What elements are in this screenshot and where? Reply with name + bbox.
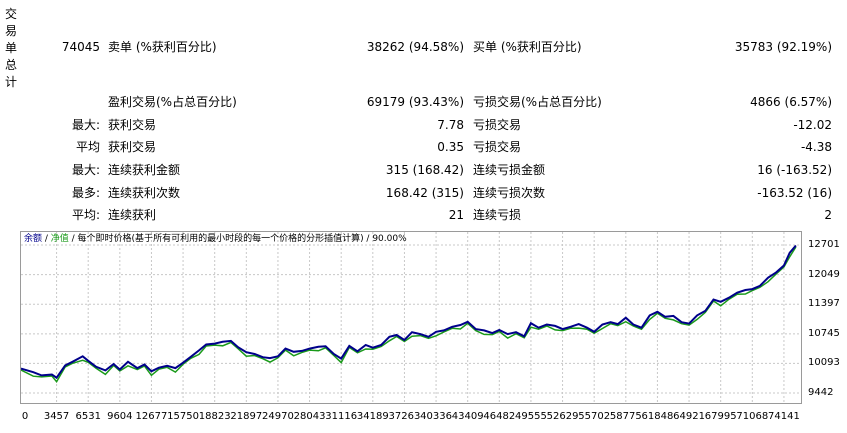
average-loss-label: 亏损交易: [473, 140, 522, 154]
largest-profit-value: 7.78: [437, 118, 464, 132]
loss-trades-value: 4866 (6.57%): [750, 95, 832, 109]
sell-trades-label: 卖单 (%获利百分比): [108, 40, 217, 54]
legend-balance: 余额: [24, 234, 43, 244]
buy-trades-value: 35783 (92.19%): [734, 40, 832, 54]
y-tick-label: 12701: [808, 239, 840, 250]
largest-loss-value: -12.02: [793, 118, 832, 132]
max-consec-count-prefix: 最多:: [71, 186, 100, 200]
loss-trades-label: 亏损交易(%占总百分比): [473, 95, 602, 109]
avg-consec-profit-value: 21: [448, 208, 464, 222]
largest-profit-label: 获利交易: [108, 118, 157, 132]
max-consec-prefix: 最大:: [71, 163, 100, 177]
x-tick-label: 6531: [75, 411, 101, 422]
x-tick-label: 71068: [736, 411, 769, 422]
y-tick-label: 10745: [808, 327, 840, 339]
x-tick-label: 21897: [230, 411, 263, 422]
x-tick-label: 55702: [578, 411, 611, 422]
x-tick-label: 46482: [483, 411, 516, 422]
x-tick-label: 37263: [388, 411, 421, 422]
chart-legend: 余额 / 净值 / 每个即时价格(基于所有可利用的最小时段的每一个价格的分形插值…: [24, 234, 407, 245]
x-tick-label: 12677: [135, 411, 168, 422]
x-tick-label: 24970: [262, 411, 294, 422]
x-tick-label: 34189: [356, 411, 389, 422]
average-profit-label: 获利交易: [108, 140, 157, 154]
average-loss-value: -4.38: [800, 140, 832, 154]
profit-trades-label: 盈利交易(%占总百分比): [108, 95, 237, 109]
max-consec-count-loss-value: -163.52 (16): [757, 186, 832, 200]
y-tick-label: 9442: [808, 387, 834, 398]
x-tick-label: 31116: [325, 411, 358, 422]
x-tick-label: 3457: [43, 411, 70, 422]
x-tick-label: 64921: [673, 411, 705, 422]
legend-separator: /: [42, 234, 51, 244]
balance-line: [21, 244, 797, 380]
buy-trades-label: 买单 (%获利百分比): [473, 40, 582, 54]
balance-equity-chart: 余额 / 净值 / 每个即时价格(基于所有可利用的最小时段的每一个价格的分形插值…: [20, 231, 802, 404]
x-tick-label: 15750: [167, 411, 199, 422]
chart-plot: [21, 232, 801, 403]
x-tick-label: 43409: [451, 411, 484, 422]
x-tick-label: 67995: [704, 411, 737, 422]
x-tick-label: 49555: [515, 411, 547, 422]
max-consec-profit-value: 315 (168.42): [385, 163, 464, 177]
y-tick-label: 12049: [808, 268, 840, 280]
max-consec-count-loss-label: 连续亏损次数: [473, 186, 546, 200]
side-label: 交易单总计: [5, 7, 18, 89]
equity-line: [21, 246, 797, 384]
avg-consec-loss-label: 连续亏损: [473, 208, 522, 222]
x-tick-label: 74141: [768, 411, 800, 422]
avg-consec-loss-value: 2: [824, 208, 832, 222]
total-trades-value: 74045: [61, 40, 100, 54]
x-tick-label: 18823: [198, 411, 231, 422]
legend-equity: 净值: [50, 234, 69, 244]
sell-trades-value: 38262 (94.58%): [366, 40, 464, 54]
x-tick-label: 52629: [546, 411, 579, 422]
y-tick-label: 11397: [808, 298, 840, 310]
legend-description: / 每个即时价格(基于所有可利用的最小时段的每一个价格的分形插值计算) / 90…: [68, 234, 407, 244]
y-tick-label: 10093: [808, 357, 840, 369]
max-consec-loss-label: 连续亏损金额: [473, 163, 546, 177]
x-tick-label: 58775: [609, 411, 642, 422]
max-consec-profit-label: 连续获利金额: [108, 163, 181, 177]
x-tick-label: 40336: [420, 411, 452, 422]
average-profit-value: 0.35: [437, 140, 464, 154]
max-consec-count-profit-value: 168.42 (315): [385, 186, 464, 200]
x-tick-label: 28043: [293, 411, 326, 422]
x-tick-label: 61848: [641, 411, 674, 422]
x-tick-label: 9604: [107, 411, 133, 422]
avg-consec-profit-label: 连续获利: [108, 208, 157, 222]
profit-trades-value: 69179 (93.43%): [366, 95, 464, 109]
largest-prefix: 最大:: [71, 118, 100, 132]
x-tick-label: 0: [21, 411, 29, 422]
average-prefix: 平均: [75, 140, 100, 154]
avg-consec-prefix: 平均:: [71, 208, 100, 222]
max-consec-loss-value: 16 (-163.52): [757, 163, 832, 177]
max-consec-count-profit-label: 连续获利次数: [108, 186, 181, 200]
largest-loss-label: 亏损交易: [473, 118, 522, 132]
